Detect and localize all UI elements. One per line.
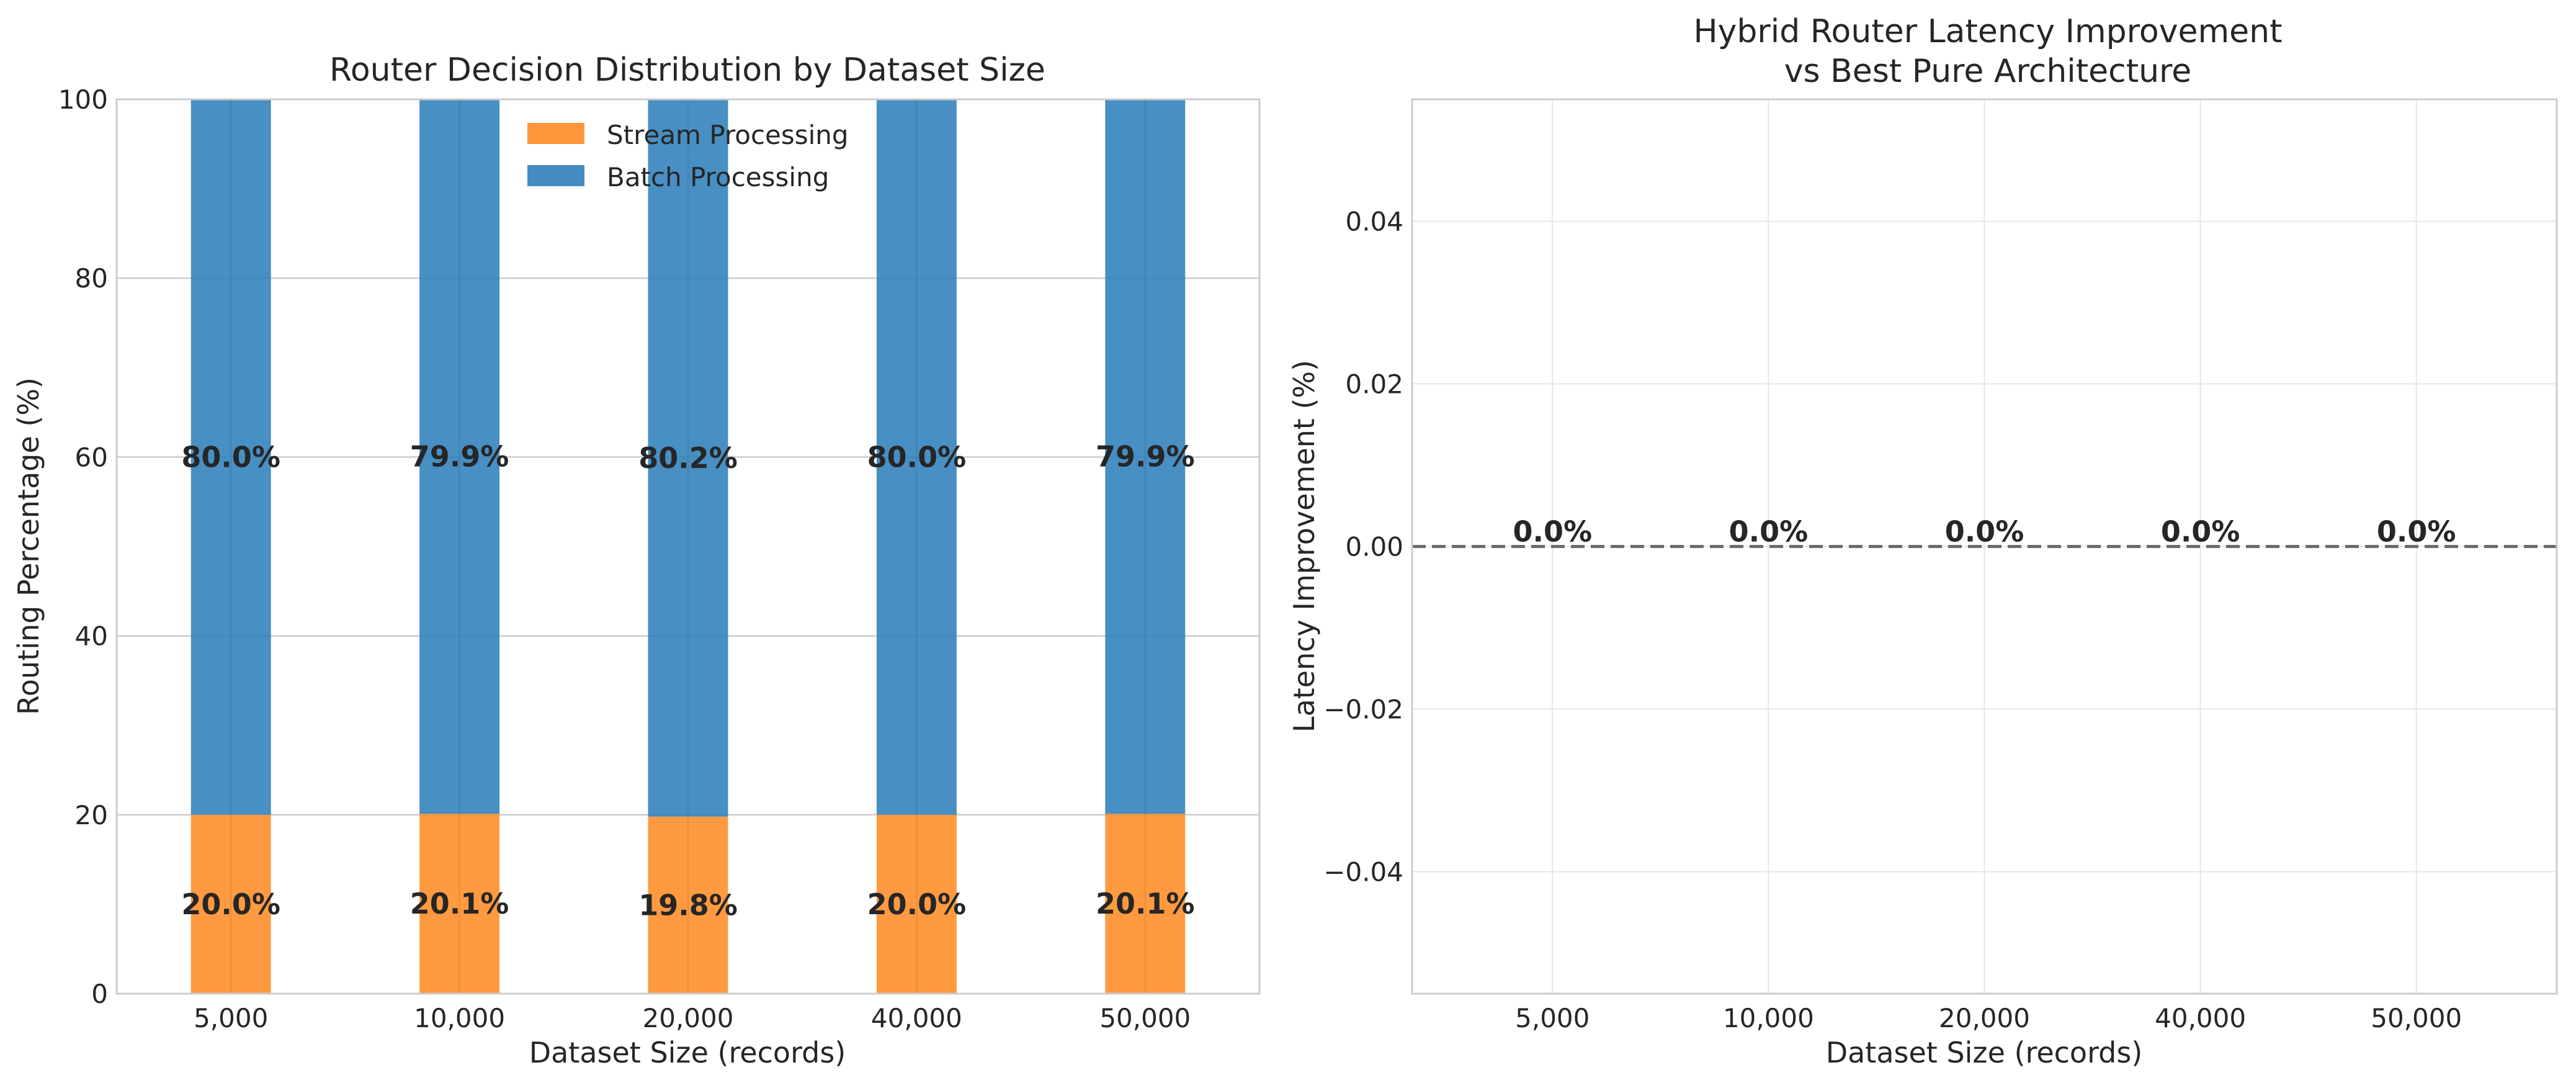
stream-bar-label: 20.0% <box>867 888 967 921</box>
right-data-labels: 0.0% 0.0% 0.0% 0.0% 0.0% <box>1513 515 2456 549</box>
right-bar-label: 0.0% <box>1513 515 1592 549</box>
batch-bar <box>419 99 500 814</box>
right-chart-title-line-1: Hybrid Router Latency Improvement <box>1694 13 2283 50</box>
left-y-tick-label: 100 <box>58 84 108 115</box>
right-y-tick-label: −0.04 <box>1323 857 1403 888</box>
left-plot-frame <box>115 98 1261 995</box>
left-y-tick-label: 0 <box>91 979 108 1009</box>
batch-bar <box>648 99 728 817</box>
stream-bar-label: 20.1% <box>1096 887 1195 920</box>
right-bar-label: 0.0% <box>2377 515 2456 549</box>
stream-bar <box>190 814 271 994</box>
right-y-tick-label: 0.02 <box>1345 369 1403 400</box>
right-bar-label: 0.0% <box>1945 515 2024 549</box>
right-x-tick-labels: 5,000 10,000 20,000 40,000 50,000 <box>1515 1003 2462 1033</box>
left-x-tick-labels: 5,000 10,000 20,000 40,000 50,000 <box>194 1003 1191 1033</box>
stream-bar <box>648 816 728 994</box>
right-bar-label: 0.0% <box>2161 515 2240 549</box>
batch-bar <box>190 99 271 815</box>
left-legend: Stream Processing Batch Processing <box>527 120 849 192</box>
right-x-tick-label: 5,000 <box>1515 1003 1590 1033</box>
legend-label-stream: Stream Processing <box>607 120 849 150</box>
right-x-tick-label: 10,000 <box>1723 1003 1814 1033</box>
batch-bar <box>1105 99 1186 814</box>
right-y-tick-label: 0.04 <box>1345 207 1403 237</box>
left-x-tick-label: 40,000 <box>871 1003 962 1033</box>
right-x-tick-label: 20,000 <box>1939 1003 2030 1033</box>
stream-bar <box>1105 814 1186 994</box>
stream-bar-label: 20.0% <box>181 888 280 921</box>
left-x-tick-label: 50,000 <box>1099 1003 1191 1033</box>
right-chart-title-line-2: vs Best Pure Architecture <box>1784 53 2192 90</box>
batch-bar-label: 80.2% <box>638 441 738 475</box>
stream-bar-label: 20.1% <box>410 887 509 920</box>
right-bar-label: 0.0% <box>1729 515 1809 549</box>
left-y-tick-label: 80 <box>75 263 108 294</box>
batch-bar-label: 80.0% <box>181 440 280 474</box>
right-plot-frame <box>1411 98 2558 995</box>
right-chart: Hybrid Router Latency Improvement vs Bes… <box>1287 13 2558 1069</box>
left-chart: Router Decision Distribution by Dataset … <box>12 52 1261 1069</box>
right-x-tick-label: 40,000 <box>2155 1003 2246 1033</box>
legend-swatch-stream <box>527 123 584 144</box>
right-y-axis-label: Latency Improvement (%) <box>1287 360 1321 732</box>
legend-swatch-batch <box>527 165 584 186</box>
left-y-tick-label: 60 <box>75 442 108 472</box>
left-data-labels: 20.0% 80.0% 20.1% 79.9% 19.8% 80.2% 20.0% 80.0%… <box>181 440 1194 922</box>
left-y-tick-label: 40 <box>75 621 108 652</box>
batch-bar-label: 79.9% <box>1096 440 1195 474</box>
left-x-tick-label: 5,000 <box>194 1003 268 1033</box>
right-y-tick-label: 0.00 <box>1345 532 1403 562</box>
right-x-axis-label: Dataset Size (records) <box>1826 1036 2143 1069</box>
legend-label-batch: Batch Processing <box>607 162 829 192</box>
right-y-tick-label: −0.02 <box>1323 695 1403 725</box>
left-y-axis-label: Routing Percentage (%) <box>12 377 45 715</box>
batch-bar-label: 79.9% <box>410 440 509 474</box>
left-y-tick-label: 20 <box>75 800 108 830</box>
stream-bar <box>876 814 957 994</box>
left-y-tick-labels: 0 20 40 60 80 100 <box>58 84 108 1009</box>
right-y-tick-labels: −0.04 −0.02 0.00 0.02 0.04 <box>1323 207 1403 888</box>
stream-bar-label: 19.8% <box>638 888 738 922</box>
left-x-tick-label: 20,000 <box>643 1003 734 1033</box>
left-x-tick-label: 10,000 <box>414 1003 505 1033</box>
left-bars <box>190 99 1186 994</box>
batch-bar-label: 80.0% <box>867 440 967 474</box>
left-x-axis-label: Dataset Size (records) <box>529 1036 846 1069</box>
batch-bar <box>876 99 957 815</box>
left-chart-title: Router Decision Distribution by Dataset … <box>329 52 1045 89</box>
stream-bar <box>419 814 500 994</box>
right-x-tick-label: 50,000 <box>2371 1003 2462 1033</box>
